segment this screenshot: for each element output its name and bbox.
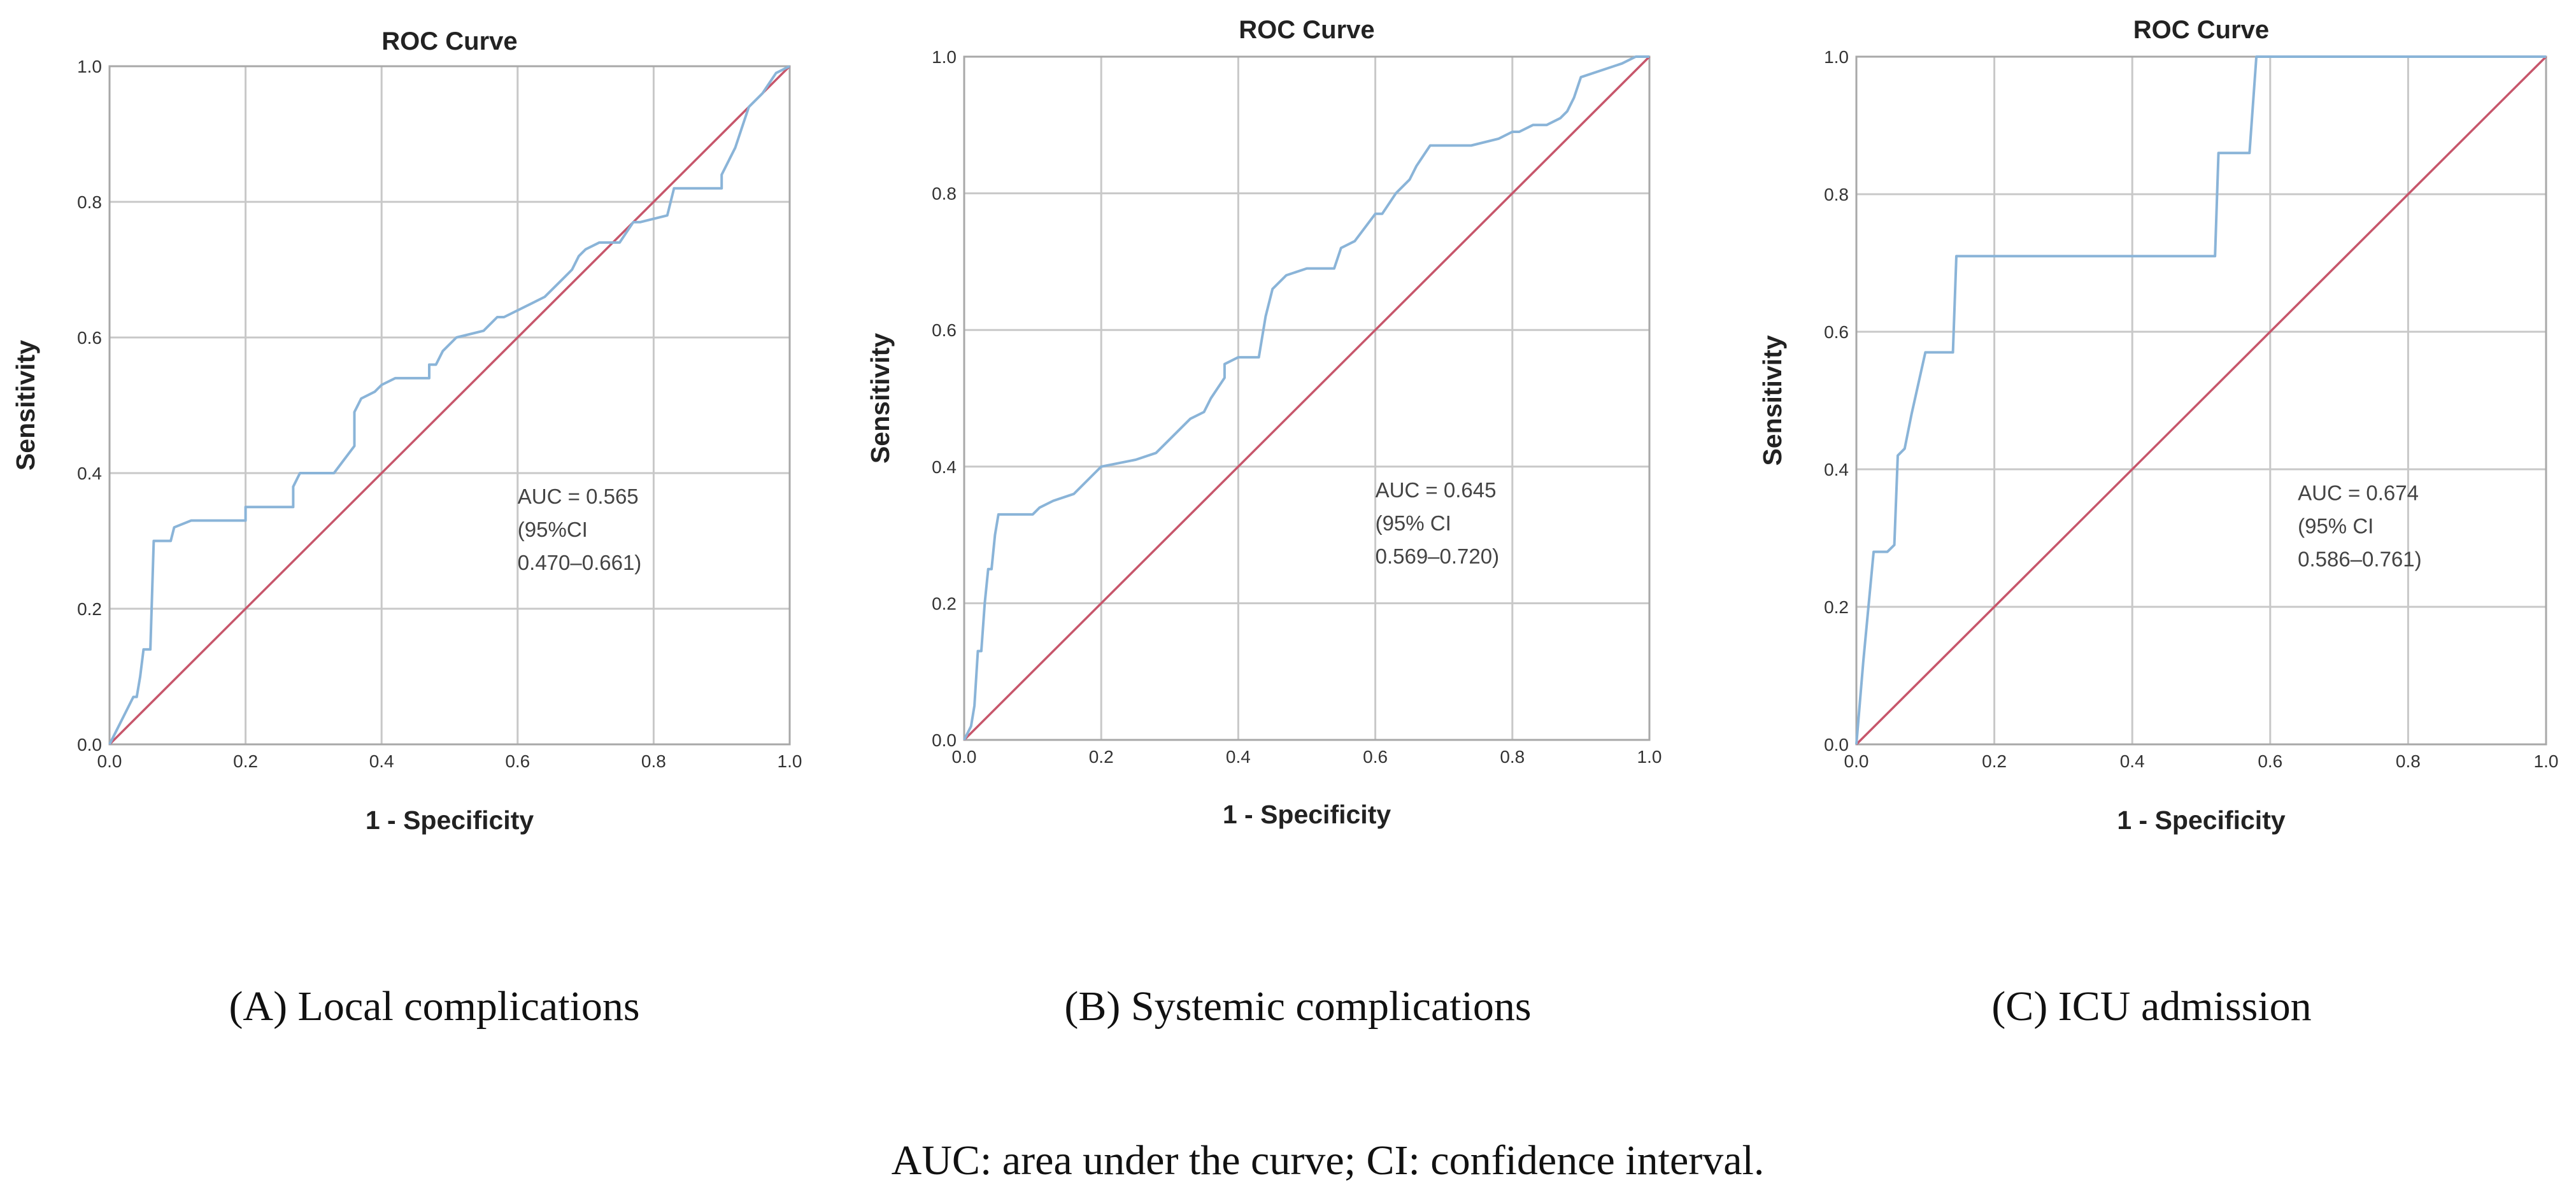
y-tick-label: 0.0 xyxy=(77,735,102,755)
x-tick-label: 0.6 xyxy=(505,751,530,771)
y-axis-label: Sensitivity xyxy=(11,340,40,471)
x-axis-label: 1 - Specificity xyxy=(2117,805,2286,835)
auc-annotation: (95% CI xyxy=(1376,511,1451,535)
x-tick-label: 0.8 xyxy=(641,751,666,771)
reference-diagonal-line xyxy=(108,65,791,746)
chart-title: ROC Curve xyxy=(381,27,517,55)
y-tick-label: 0.6 xyxy=(932,320,957,340)
panel-caption: (B) Systemic complications xyxy=(1064,983,1531,1030)
auc-annotation: 0.586–0.761) xyxy=(2298,548,2422,571)
y-tick-label: 0.2 xyxy=(77,599,102,619)
auc-annotation: AUC = 0.645 xyxy=(1376,478,1497,502)
x-tick-label: 0.0 xyxy=(97,751,122,771)
roc-panel-c: 0.00.0 0.2 0.2 0.4 0.4 0.6 0.6 0.8 0.8 1.0 1.0 ROC … xyxy=(1758,16,2558,1030)
y-tick-label: 0.8 xyxy=(932,184,957,204)
y-tick-label: 0.2 xyxy=(932,593,957,613)
roc-curve-line xyxy=(963,55,1649,741)
roc-panel-b: 0.00.0 0.2 0.2 0.4 0.4 0.6 0.6 0.8 0.8 1.0 1.0 ROC … xyxy=(865,16,1662,1030)
y-tick-label: 0.8 xyxy=(77,192,102,212)
x-axis-label: 1 - Specificity xyxy=(1223,800,1391,829)
roc-panel-a: 0.00.0 0.2 0.2 0.4 0.4 0.6 0.6 0.8 0.8 1.0 1.0 ROC … xyxy=(11,27,802,1030)
auc-annotation: AUC = 0.674 xyxy=(2298,481,2419,505)
y-tick-label: 1.0 xyxy=(932,47,957,67)
x-tick-label: 0.0 xyxy=(952,747,977,767)
x-tick-label: 0.2 xyxy=(1982,751,2007,771)
x-tick-label: 0.8 xyxy=(1500,747,1525,767)
plot-frame xyxy=(1855,55,2547,746)
reference-diagonal-line xyxy=(963,55,1651,741)
y-tick-label: 0.4 xyxy=(1824,460,1849,479)
auc-annotation: 0.569–0.720) xyxy=(1376,544,1500,568)
y-tick-label: 0.4 xyxy=(932,457,957,477)
reference-diagonal-line xyxy=(1855,55,2547,746)
chart-title: ROC Curve xyxy=(2133,16,2269,44)
auc-annotation: (95%CI xyxy=(518,518,588,541)
y-tick-label: 0.4 xyxy=(77,464,102,483)
y-tick-label: 1.0 xyxy=(77,57,102,76)
y-tick-label: 0.0 xyxy=(1824,735,1849,755)
roc-curve-line xyxy=(1855,55,2546,745)
plot-frame xyxy=(108,65,791,746)
panel-caption: (C) ICU admission xyxy=(1991,983,2311,1030)
x-tick-label: 0.4 xyxy=(1226,747,1251,767)
x-tick-label: 0.2 xyxy=(233,751,258,771)
auc-annotation: AUC = 0.565 xyxy=(518,485,639,508)
y-tick-label: 0.6 xyxy=(77,328,102,348)
x-tick-label: 0.6 xyxy=(1363,747,1388,767)
x-tick-label: 0.6 xyxy=(2258,751,2282,771)
y-axis-label: Sensitivity xyxy=(865,333,895,464)
plot-frame xyxy=(963,55,1651,741)
x-tick-label: 1.0 xyxy=(2534,751,2559,771)
panel-caption: (A) Local complications xyxy=(229,983,639,1030)
roc-curve-line xyxy=(108,65,790,745)
x-tick-label: 1.0 xyxy=(1637,747,1662,767)
y-tick-label: 0.0 xyxy=(932,730,957,750)
x-tick-label: 0.2 xyxy=(1089,747,1114,767)
y-tick-label: 0.6 xyxy=(1824,322,1849,342)
auc-annotation: (95% CI xyxy=(2298,514,2373,538)
y-tick-label: 0.2 xyxy=(1824,597,1849,617)
x-tick-label: 0.4 xyxy=(2120,751,2145,771)
x-tick-label: 0.8 xyxy=(2396,751,2421,771)
x-tick-label: 1.0 xyxy=(778,751,802,771)
x-tick-label: 0.4 xyxy=(369,751,394,771)
auc-annotation: 0.470–0.661) xyxy=(518,551,642,574)
chart-title: ROC Curve xyxy=(1239,16,1374,44)
y-tick-label: 0.8 xyxy=(1824,185,1849,204)
figure-footnote: AUC: area under the curve; CI: confidenc… xyxy=(892,1137,1765,1184)
x-tick-label: 0.0 xyxy=(1844,751,1869,771)
y-tick-label: 1.0 xyxy=(1824,47,1849,67)
x-axis-label: 1 - Specificity xyxy=(366,805,534,835)
y-axis-label: Sensitivity xyxy=(1758,335,1787,465)
